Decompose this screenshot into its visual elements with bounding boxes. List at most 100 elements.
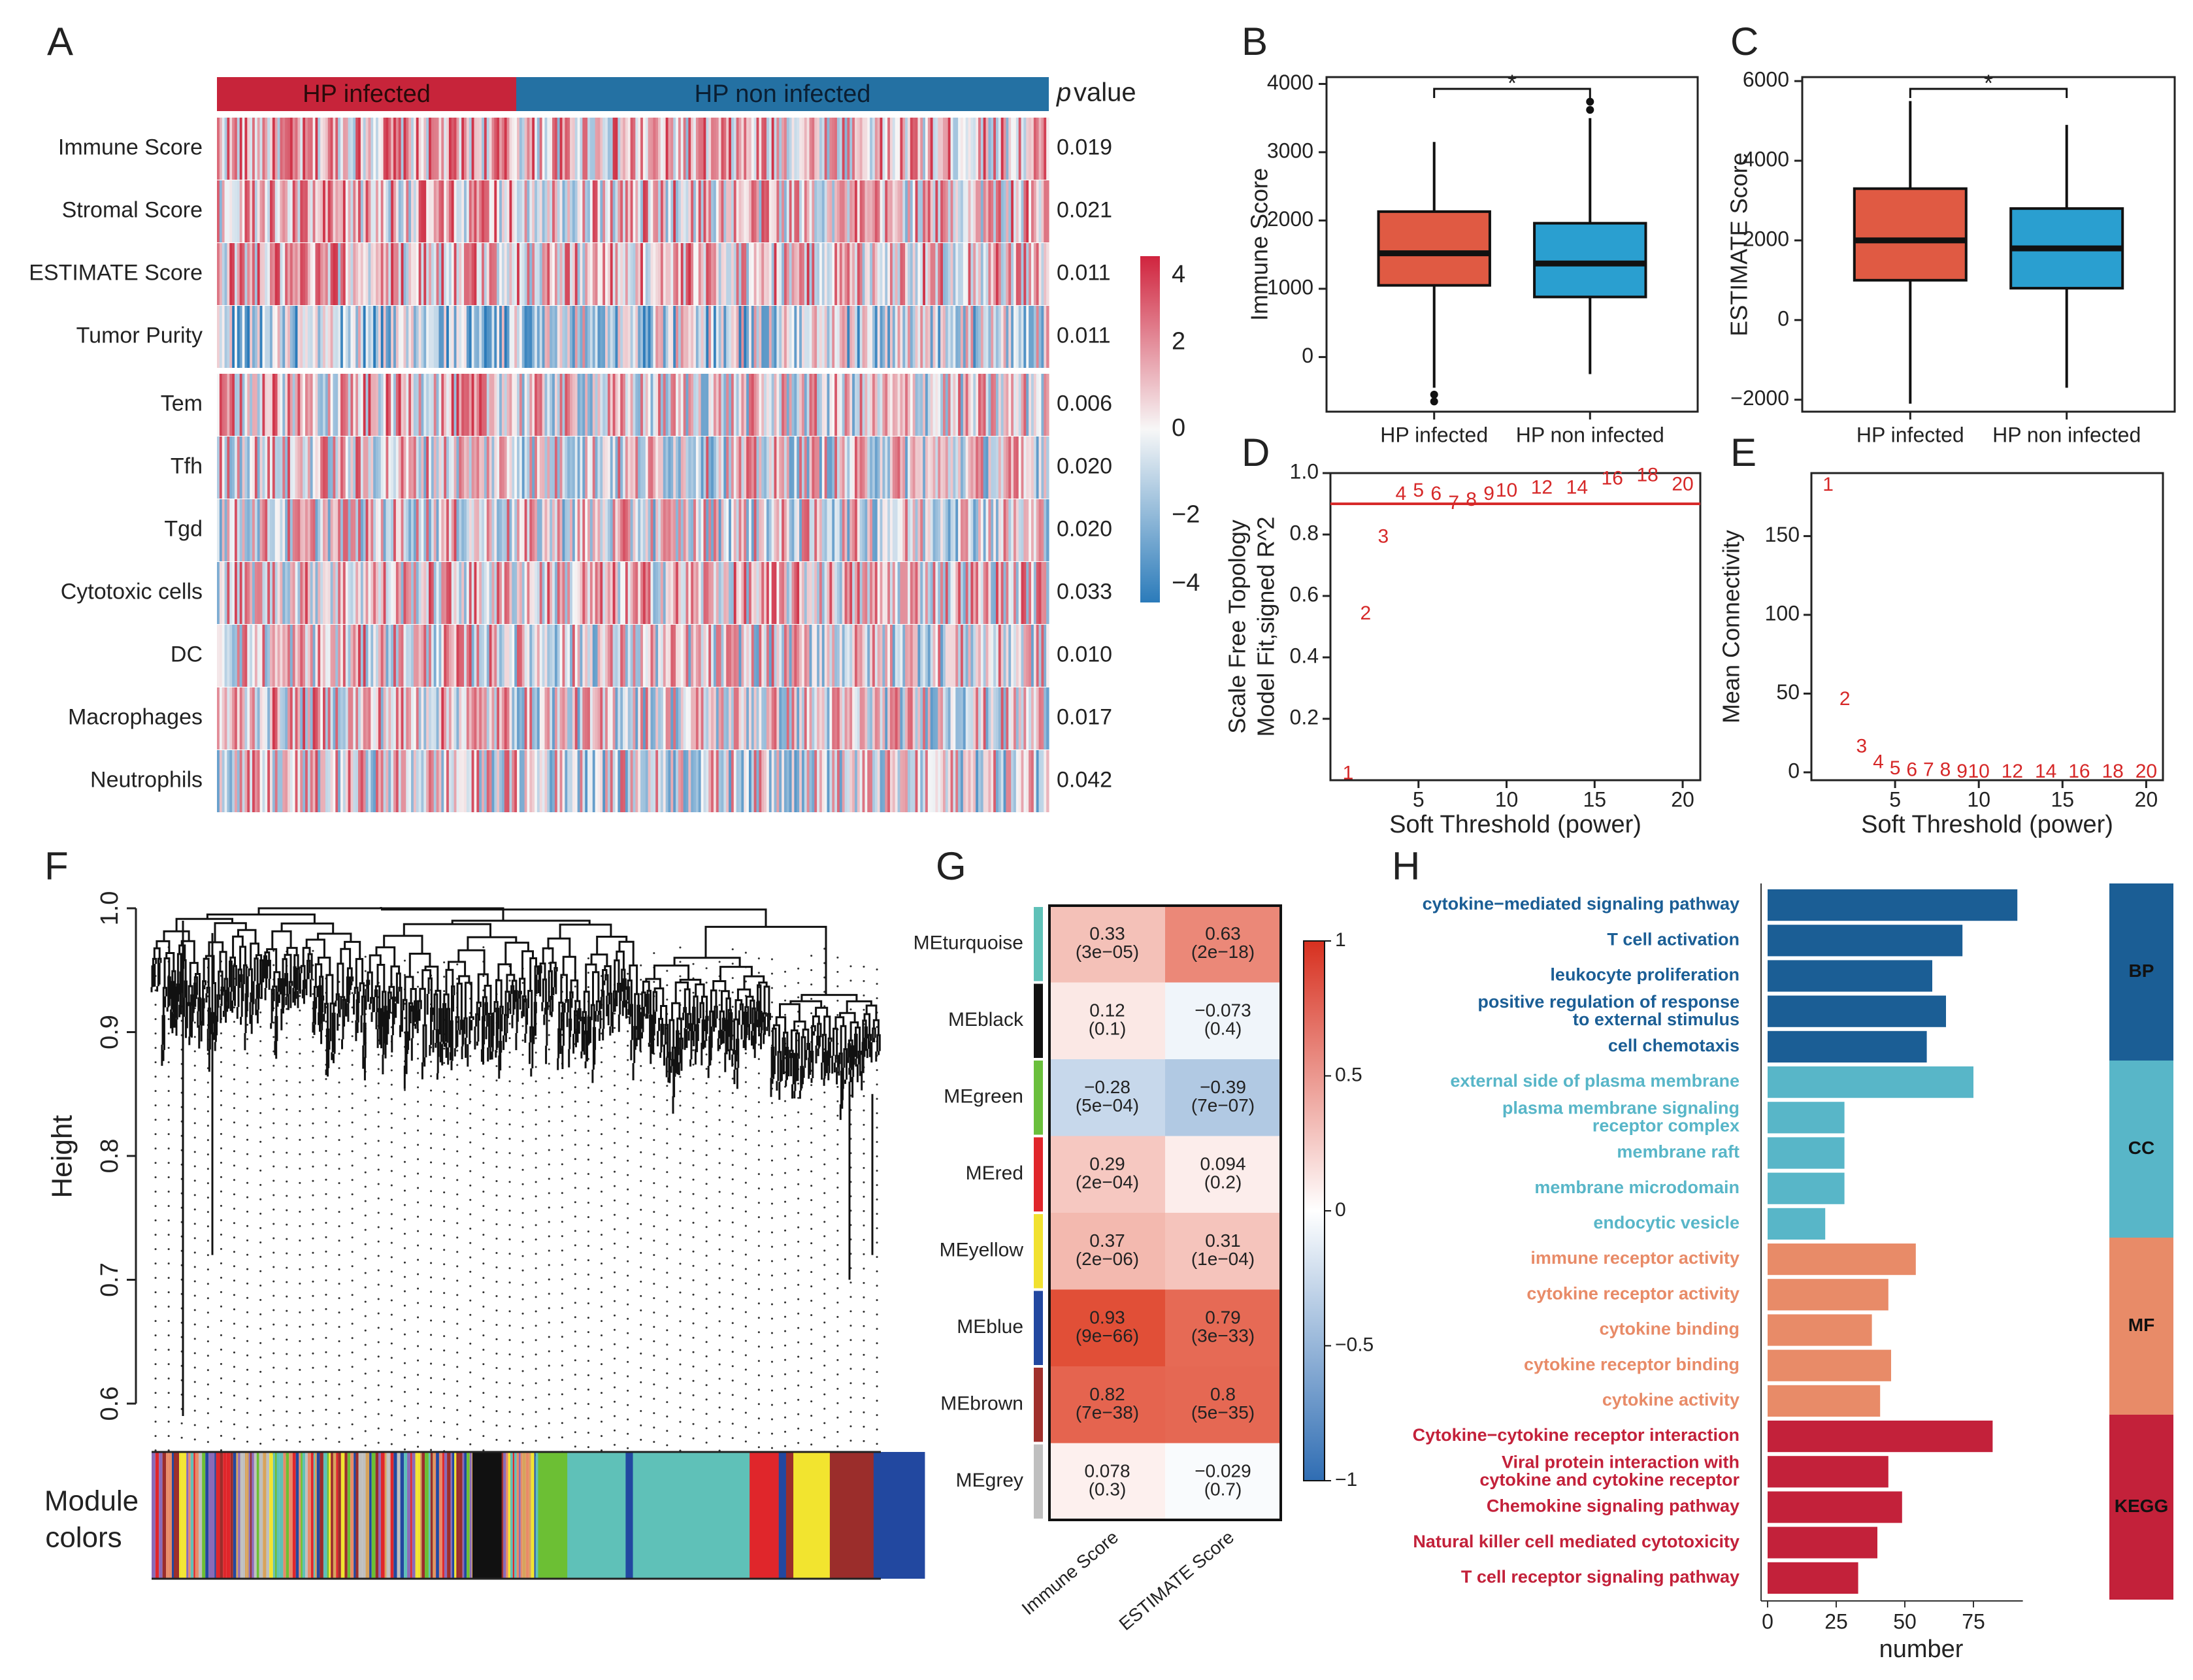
- heatmap-cell: [567, 562, 570, 624]
- heatmap-cell: [721, 243, 724, 305]
- heatmap-cell: [504, 625, 508, 687]
- module-stripe: [242, 1452, 246, 1579]
- heatmap-cell: [635, 180, 638, 242]
- heatmap-cell: [766, 436, 770, 499]
- heatmap-cell: [580, 687, 583, 749]
- heatmap-cell: [902, 625, 906, 687]
- heatmap-cell: [224, 374, 228, 436]
- heatmap-cell: [774, 687, 777, 749]
- heatmap-cell: [693, 118, 697, 180]
- heatmap-cell: [242, 180, 246, 242]
- heatmap-cell: [857, 562, 861, 624]
- heatmap-cell: [877, 562, 881, 624]
- heatmap-cell: [960, 243, 964, 305]
- heatmap-cell: [640, 306, 644, 368]
- heatmap-cell: [698, 625, 702, 687]
- heatmap-cell: [978, 562, 981, 624]
- heatmap-cell: [418, 374, 422, 436]
- heatmap-cell: [547, 499, 550, 561]
- heatmap-cell: [552, 306, 555, 368]
- heatmap-cell: [448, 306, 452, 368]
- heatmap-cell: [398, 180, 402, 242]
- heatmap-cell: [501, 625, 505, 687]
- heatmap-cell: [416, 306, 420, 368]
- heatmap-cell: [222, 625, 225, 687]
- heatmap-cell: [466, 436, 470, 499]
- heatmap-cell: [235, 562, 238, 624]
- heatmap-cell: [945, 374, 949, 436]
- heatmap-cell: [1031, 374, 1034, 436]
- heatmap-cell: [900, 243, 903, 305]
- heatmap-cell: [658, 243, 661, 305]
- heatmap-cell: [655, 687, 659, 749]
- heatmap-cell: [968, 180, 972, 242]
- heatmap-cell: [786, 374, 790, 436]
- heatmap-cell: [544, 499, 548, 561]
- heatmap-cell: [350, 180, 354, 242]
- heatmap-cell: [403, 625, 406, 687]
- heatmap-cell: [638, 687, 641, 749]
- heatmap-cell: [701, 243, 704, 305]
- heatmap-cell: [491, 374, 495, 436]
- heatmap-cell: [395, 374, 399, 436]
- heatmap-cell: [1044, 243, 1047, 305]
- heatmap-cell: [1023, 562, 1027, 624]
- heatmap-cell: [544, 625, 548, 687]
- heatmap-cell: [791, 687, 795, 749]
- heatmap-cell: [582, 118, 585, 180]
- heatmap-cell: [335, 243, 338, 305]
- heatmap-cell: [776, 625, 780, 687]
- heatmap-cell: [360, 625, 364, 687]
- module-stripe: [534, 1452, 536, 1579]
- heatmap-cell: [574, 180, 578, 242]
- heatmap-cell: [867, 562, 870, 624]
- heatmap-cell: [340, 436, 344, 499]
- heatmap-cell: [618, 374, 621, 436]
- heatmap-cell: [312, 180, 316, 242]
- heatmap-cell: [1031, 306, 1034, 368]
- heatmap-cell: [685, 499, 689, 561]
- heatmap-cell: [464, 436, 467, 499]
- heatmap-cell: [782, 118, 785, 180]
- heatmap-cell: [976, 306, 979, 368]
- heatmap-cell: [680, 118, 684, 180]
- module-stripe: [436, 1452, 439, 1579]
- heatmap-row: [217, 436, 1049, 499]
- heatmap-cell: [383, 436, 387, 499]
- heatmap-cell: [406, 750, 409, 812]
- heatmap-cell: [559, 306, 563, 368]
- heatmap-cell: [721, 687, 724, 749]
- heatmap-cell: [768, 118, 772, 180]
- module-stripe: [469, 1452, 472, 1579]
- heatmap-cell: [776, 562, 780, 624]
- heatmap-cell: [438, 499, 442, 561]
- heatmap-cell: [983, 436, 987, 499]
- heatmap-cell: [270, 243, 273, 305]
- heatmap-cell: [244, 687, 248, 749]
- heatmap-cell: [469, 180, 472, 242]
- heatmap-cell: [872, 180, 876, 242]
- heatmap-cell: [766, 118, 770, 180]
- heatmap-cell: [756, 499, 759, 561]
- heatmap-cell: [262, 180, 265, 242]
- heatmap-cell: [753, 436, 757, 499]
- heatmap-cell: [963, 436, 966, 499]
- heatmap-cell: [514, 180, 518, 242]
- heatmap-cell: [797, 499, 800, 561]
- heatmap-cell: [1044, 374, 1047, 436]
- heatmap-cell: [713, 499, 717, 561]
- heatmap-cell: [466, 118, 470, 180]
- heatmap-cell: [857, 750, 861, 812]
- heatmap-cell: [917, 374, 921, 436]
- heatmap-cell: [960, 118, 964, 180]
- heatmap-cell: [660, 243, 664, 305]
- heatmap-cell: [1011, 306, 1014, 368]
- heatmap-cell: [907, 243, 911, 305]
- heatmap-cell: [456, 750, 459, 812]
- heatmap-cell: [821, 436, 825, 499]
- heatmap-cell: [461, 750, 465, 812]
- heatmap-cell: [640, 436, 644, 499]
- heatmap-cell: [348, 562, 352, 624]
- heatmap-cell: [277, 625, 281, 687]
- heatmap-cell: [368, 499, 371, 561]
